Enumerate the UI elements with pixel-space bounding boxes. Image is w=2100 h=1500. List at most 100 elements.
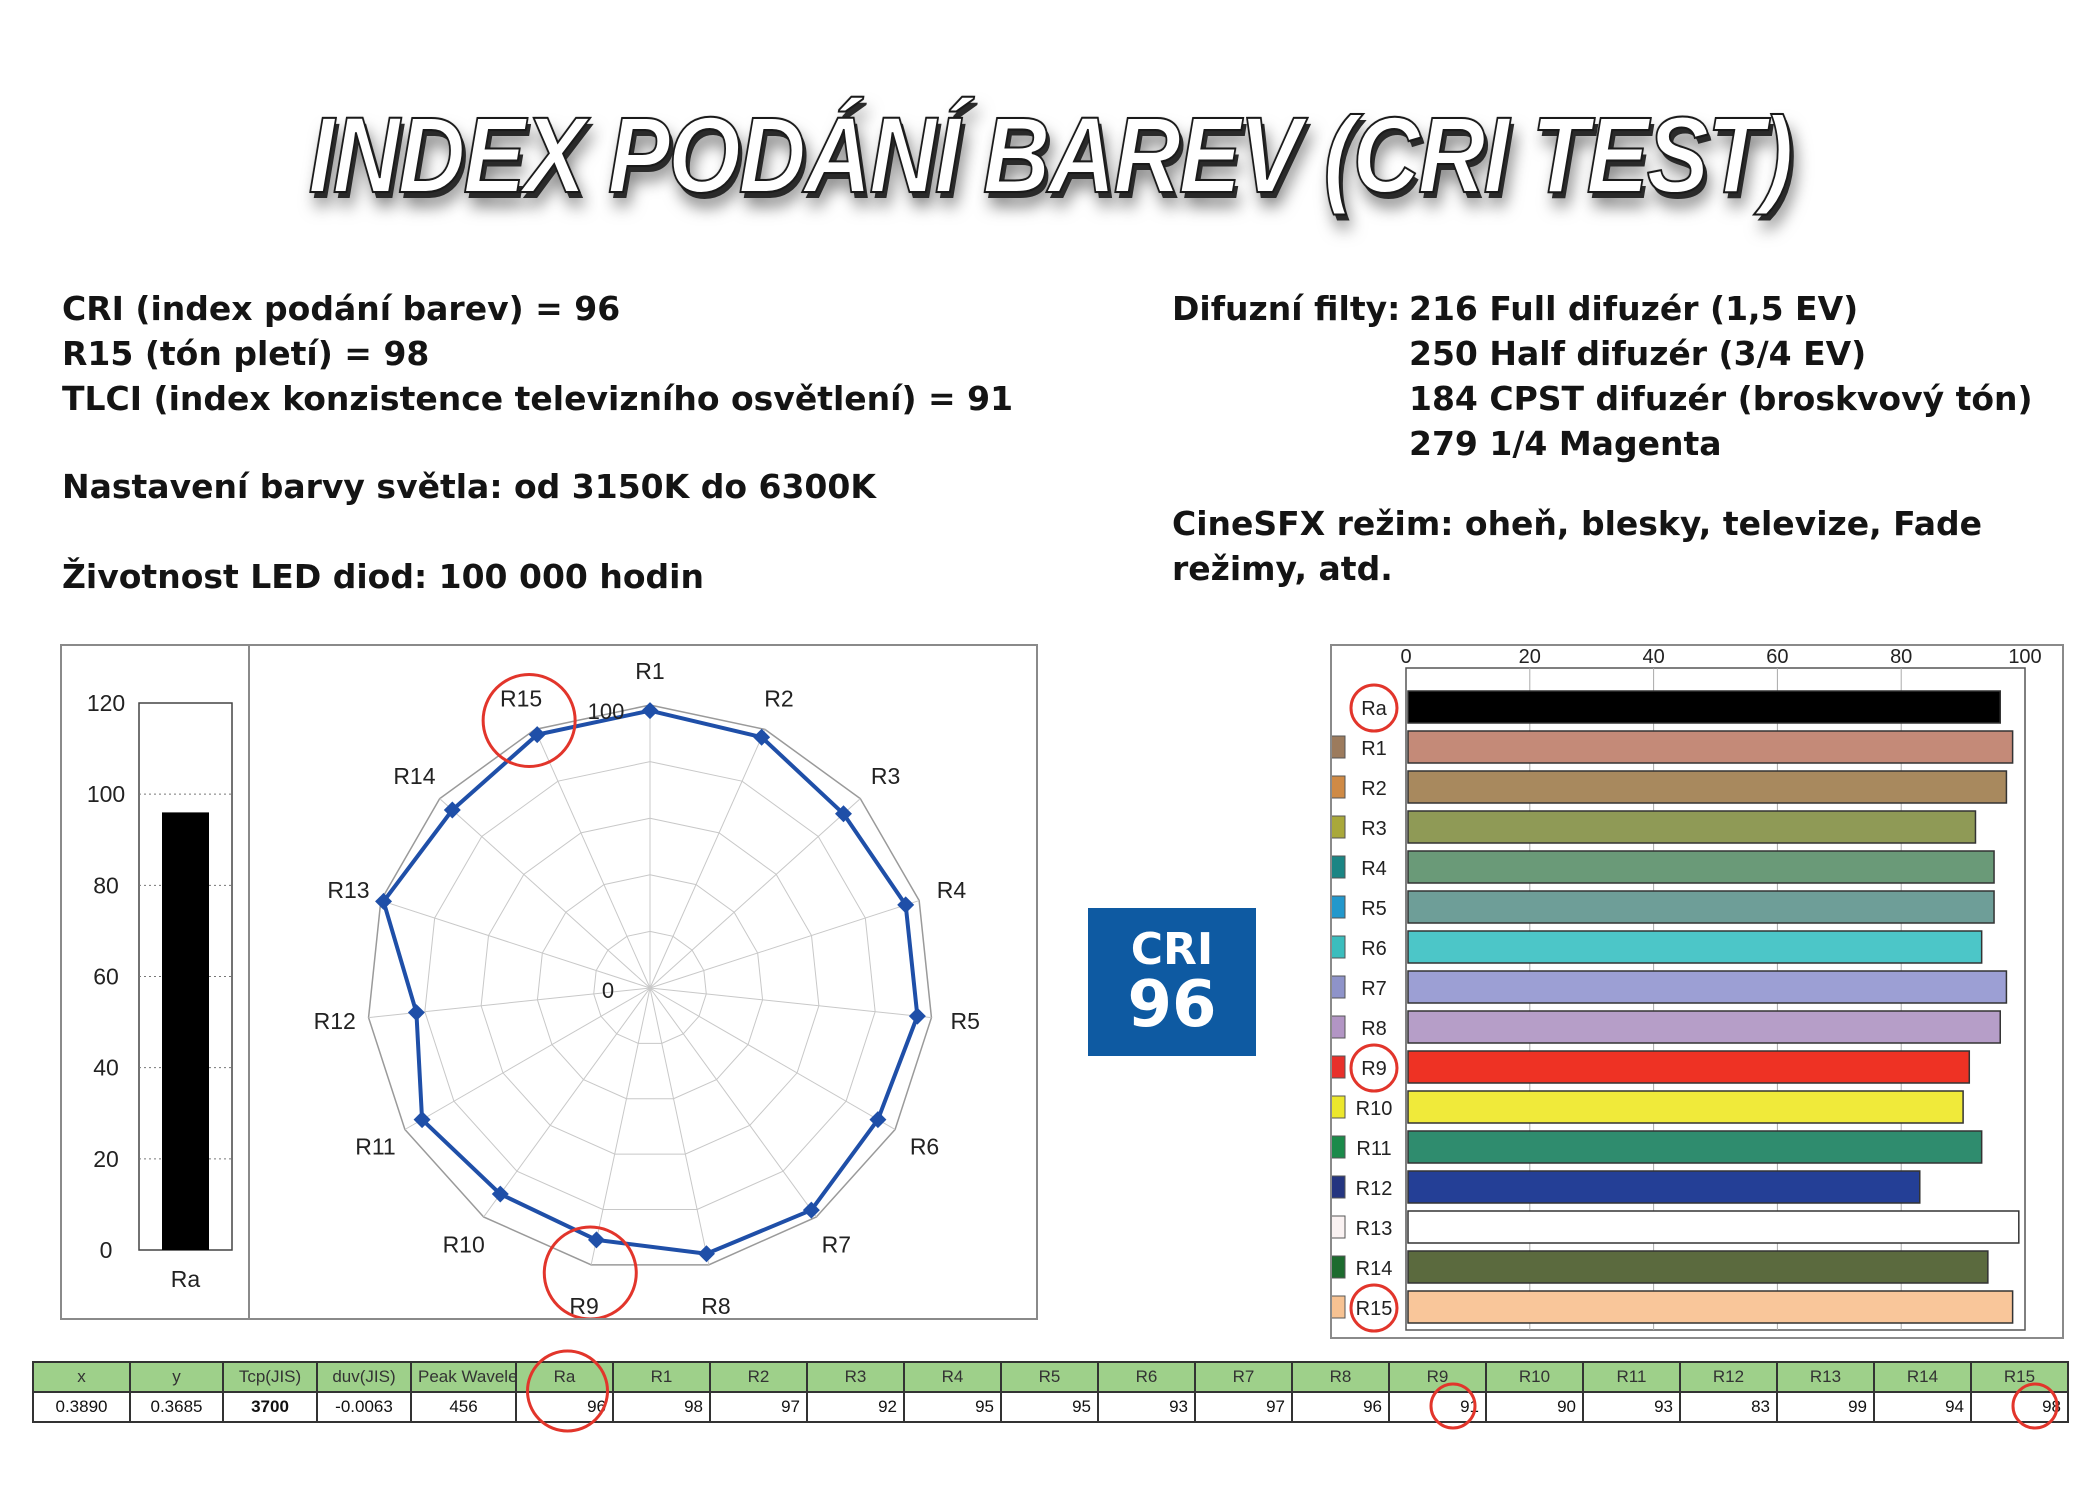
table-header-r13: R13 — [1776, 1361, 1875, 1393]
table-header-r14: R14 — [1873, 1361, 1972, 1393]
radar-point-r12 — [407, 1004, 425, 1022]
spec-diffusion-2: 250 Half difuzér (3/4 EV) — [1409, 334, 1867, 373]
ra-category-label: Ra — [171, 1266, 201, 1292]
hbar-category-label-r15: R15 — [1356, 1298, 1393, 1320]
table-cell-x: 0.3890 — [32, 1391, 131, 1423]
ra-bar — [162, 812, 209, 1250]
hbar-bar-r12 — [1407, 1170, 1921, 1204]
table-cell-r11: 93 — [1582, 1391, 1681, 1423]
hbar-bar-r2 — [1407, 770, 2008, 804]
table-header-r15: R15 — [1970, 1361, 2069, 1393]
radar-axis-label-r4: R4 — [937, 877, 967, 903]
radar-axis-label-r2: R2 — [764, 685, 793, 711]
radar-point-r8 — [698, 1245, 715, 1263]
ra-chart-divider — [248, 646, 250, 1318]
radar-spoke — [649, 987, 817, 1218]
table-value-row: 0.3890 0.3685 3700 -0.0063 456 96 98 97 92 95 95 93… — [32, 1391, 2069, 1423]
radar-spoke — [649, 987, 896, 1130]
hbar-category-label-r2: R2 — [1361, 778, 1387, 800]
hbar-category-label-ra: Ra — [1361, 698, 1387, 720]
radar-point-r7 — [802, 1201, 820, 1219]
hbar-category-label-r3: R3 — [1361, 818, 1387, 840]
radar-point-r14 — [443, 801, 461, 819]
table-header-r9: R9 — [1388, 1361, 1487, 1393]
radar-axis-label-r6: R6 — [910, 1134, 939, 1160]
ra-y-tick-label: 120 — [87, 690, 125, 716]
radar-axis-label-r8: R8 — [701, 1293, 730, 1318]
hbar-x-tick-label: 80 — [1890, 646, 1912, 668]
radar-point-r6 — [869, 1111, 887, 1129]
hbar-bar-r1 — [1407, 730, 2014, 764]
radar-spoke — [404, 987, 651, 1130]
spec-led-lifetime: Životnost LED diod: 100 000 hodin — [62, 557, 704, 596]
table-header-peak-wavele: Peak Wavele — [410, 1361, 517, 1393]
table-header-r6: R6 — [1097, 1361, 1196, 1393]
hbar-swatch-r11 — [1332, 1135, 1346, 1159]
table-header-r5: R5 — [1000, 1361, 1099, 1393]
radar-point-r3 — [834, 805, 852, 823]
hbar-category-label-r9: R9 — [1361, 1058, 1387, 1080]
table-header-duv-jis-: duv(JIS) — [316, 1361, 412, 1393]
table-cell-r3: 92 — [806, 1391, 905, 1423]
cri-badge-value: 96 — [1127, 968, 1217, 1042]
bar-panel: 0 20 40 60 80 100 Ra R1 R2 R3 R4 R5 R6 R7 R8 R9 R10 R11 R… — [1330, 644, 2064, 1339]
table-header-x: x — [32, 1361, 131, 1393]
table-cell-r8: 96 — [1291, 1391, 1390, 1423]
hbar-category-label-r6: R6 — [1361, 938, 1387, 960]
table-cell-ra: 96 — [515, 1391, 614, 1423]
radar-spoke — [649, 987, 932, 1019]
hbar-swatch-r15 — [1332, 1295, 1346, 1319]
hbar-bar-r8 — [1407, 1010, 2001, 1044]
hbar-swatch-r5 — [1332, 895, 1346, 919]
table-cell-r1: 98 — [612, 1391, 711, 1423]
radar-spoke — [649, 987, 710, 1265]
table-header-r3: R3 — [806, 1361, 905, 1393]
spec-cinesfx-line1: CineSFX režim: oheň, blesky, televize, F… — [1172, 504, 1982, 543]
spec-r15: R15 (tón pletí) = 98 — [62, 334, 430, 373]
radar-point-r9 — [587, 1231, 605, 1249]
radar-axis-label-r5: R5 — [951, 1008, 980, 1034]
hbar-category-label-r1: R1 — [1361, 738, 1387, 760]
radar-series-line — [381, 708, 920, 1256]
radar-axis-label-r11: R11 — [355, 1134, 396, 1160]
spec-cri: CRI (index podání barev) = 96 — [62, 289, 621, 328]
hbar-x-tick-label: 0 — [1400, 646, 1411, 668]
radar-grid-ring — [367, 704, 933, 1266]
table-cell-r7: 97 — [1194, 1391, 1293, 1423]
radar-highlight-r15 — [481, 673, 577, 769]
table-header-r4: R4 — [903, 1361, 1002, 1393]
hbar-swatch-r4 — [1332, 855, 1346, 879]
radar-point-r1 — [641, 702, 659, 720]
radar-spoke — [534, 729, 651, 989]
radar-point-r11 — [413, 1111, 431, 1129]
table-header-ra: Ra — [515, 1361, 614, 1393]
hbar-bar-r13 — [1407, 1210, 2020, 1244]
radar-spoke — [649, 798, 861, 989]
ra-y-tick-label: 40 — [93, 1055, 119, 1081]
radar-axis-label-r7: R7 — [822, 1231, 851, 1257]
table-cell-r6: 93 — [1097, 1391, 1196, 1423]
table-cell-duv-jis-: -0.0063 — [316, 1391, 412, 1423]
hbar-bar-r14 — [1407, 1250, 1989, 1284]
table-header-r12: R12 — [1679, 1361, 1778, 1393]
ra-y-tick-label: 100 — [87, 781, 125, 807]
table-cell-r15: 98 — [1970, 1391, 2069, 1423]
table-header-r1: R1 — [612, 1361, 711, 1393]
table-header-r11: R11 — [1582, 1361, 1681, 1393]
table-cell-r10: 90 — [1485, 1391, 1584, 1423]
hbar-swatch-r7 — [1332, 975, 1346, 999]
table-cell-r2: 97 — [709, 1391, 808, 1423]
ra-y-tick-label: 60 — [93, 964, 119, 990]
hbar-swatch-r2 — [1332, 775, 1346, 799]
table-header-tcp-jis-: Tcp(JIS) — [222, 1361, 318, 1393]
hbar-bar-r4 — [1407, 850, 1995, 884]
hbar-swatch-r13 — [1332, 1215, 1346, 1239]
radar-axis-label-r10: R10 — [443, 1231, 485, 1257]
table-cell-tcp-jis-: 3700 — [222, 1391, 318, 1423]
radar-zero-label: 0 — [602, 978, 614, 1003]
hbar-category-label-r7: R7 — [1361, 978, 1387, 1000]
radar-grid-ring — [424, 761, 876, 1210]
hbar-category-label-r11: R11 — [1356, 1138, 1391, 1160]
ra-y-tick-label: 20 — [93, 1146, 119, 1172]
radar-axis-label-r9: R9 — [569, 1293, 598, 1318]
